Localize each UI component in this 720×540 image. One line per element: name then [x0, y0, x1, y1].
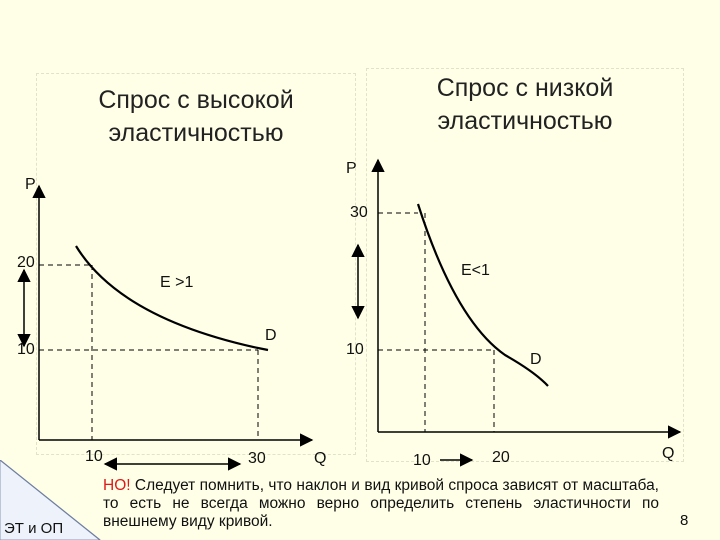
corner-triangle-decoration: [0, 460, 101, 540]
note-text: Следует помнить, что наклон и вид кривой…: [103, 477, 659, 530]
right-axis-q-label: Q: [662, 445, 675, 462]
left-panel-title: Спрос с высокой эластичностью: [46, 84, 346, 150]
note-prefix: НО!: [103, 477, 131, 494]
right-axis-p-label: P: [346, 160, 357, 177]
right-y-tick-30: 30: [350, 204, 368, 221]
right-demand-curve: [416, 203, 549, 387]
elasticity-note: НО! Следует помнить, что наклон и вид кр…: [103, 477, 659, 531]
right-x-tick-10: 10: [413, 452, 431, 469]
right-y-tick-10: 10: [346, 341, 364, 358]
right-panel-frame: [366, 68, 684, 462]
left-axis-q-label: Q: [314, 450, 327, 467]
left-elasticity-label: E >1: [160, 274, 194, 291]
left-x-tick-10: 10: [85, 448, 103, 465]
right-title-line2: эластичностью: [437, 107, 613, 135]
right-curve-label: D: [530, 351, 542, 368]
page-number: 8: [680, 512, 689, 529]
left-x-tick-30: 30: [248, 450, 266, 467]
left-title-line2: эластичностью: [108, 119, 284, 147]
left-curve-label: D: [265, 327, 277, 344]
left-title-line1: Спрос с высокой: [98, 86, 294, 114]
left-y-tick-10: 10: [17, 341, 35, 358]
right-panel-title: Спрос с низкой эластичностью: [375, 72, 675, 138]
right-x-tick-20: 20: [492, 449, 510, 466]
footer-course-label: ЭТ и ОП: [4, 520, 64, 537]
left-axis-p-label: P: [25, 176, 36, 193]
right-title-line1: Спрос с низкой: [436, 74, 614, 102]
left-y-tick-20: 20: [17, 254, 35, 271]
left-demand-curve: [75, 245, 269, 352]
right-elasticity-label: E<1: [461, 262, 490, 279]
